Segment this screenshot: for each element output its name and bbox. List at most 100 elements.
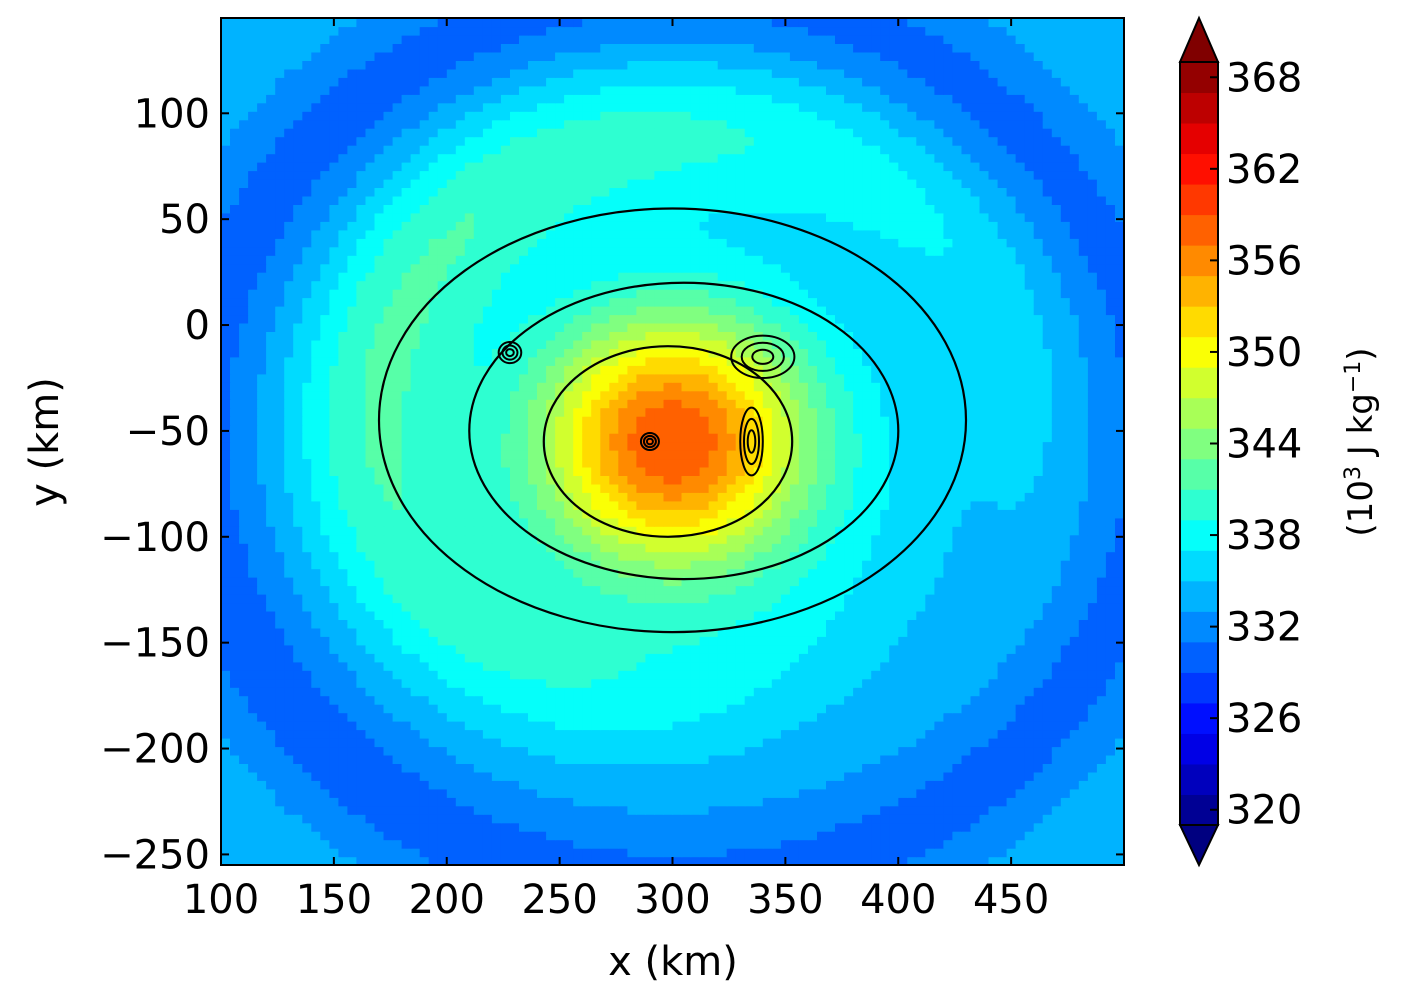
field-cell <box>546 746 556 756</box>
field-cell <box>1006 661 1017 671</box>
field-cell <box>591 729 601 739</box>
field-cell <box>356 814 366 824</box>
field-cell <box>1069 797 1080 807</box>
field-cell <box>735 687 746 697</box>
field-cell <box>699 780 710 790</box>
field-cell <box>997 721 1008 731</box>
field-cell <box>546 509 556 519</box>
field-cell <box>961 475 972 485</box>
field-cell <box>853 526 863 536</box>
field-cell <box>1042 797 1053 807</box>
field-cell <box>500 466 511 476</box>
field-cell <box>266 450 276 460</box>
field-cell <box>320 568 330 578</box>
field-cell <box>437 738 448 748</box>
field-cell <box>383 856 394 865</box>
field-cell <box>1115 822 1124 832</box>
field-cell <box>609 780 619 790</box>
field-cell <box>591 450 601 460</box>
field-cell <box>491 483 502 493</box>
field-cell <box>699 763 710 773</box>
field-cell <box>248 848 258 858</box>
field-cell <box>329 729 339 739</box>
field-cell <box>1015 466 1026 476</box>
field-cell <box>663 450 674 460</box>
field-cell <box>925 450 935 460</box>
field-cell <box>871 526 881 536</box>
field-cell <box>817 695 827 705</box>
field-cell <box>275 814 285 824</box>
field-cell <box>510 738 520 748</box>
field-cell <box>717 636 728 646</box>
field-cell <box>753 466 764 476</box>
field-cell <box>266 627 276 637</box>
field-cell <box>383 551 394 561</box>
field-cell <box>401 644 412 654</box>
field-cell <box>826 543 836 553</box>
field-cell <box>1087 560 1098 570</box>
field-cell <box>1042 466 1053 476</box>
field-cell <box>383 721 394 731</box>
field-cell <box>464 450 475 460</box>
field-cell <box>455 517 466 527</box>
field-cell <box>925 441 935 451</box>
field-cell <box>446 712 457 722</box>
field-cell <box>347 619 357 629</box>
field-cell <box>654 856 664 865</box>
field-cell <box>708 822 719 832</box>
field-cell <box>762 661 773 671</box>
field-cell <box>482 509 493 519</box>
field-cell <box>916 780 926 790</box>
field-cell <box>1051 721 1062 731</box>
field-cell <box>555 594 565 604</box>
field-cell <box>636 636 646 646</box>
field-cell <box>500 839 511 849</box>
field-cell <box>844 839 854 849</box>
field-cell <box>500 585 511 595</box>
field-cell <box>1015 610 1026 620</box>
field-cell <box>753 517 764 527</box>
field-cell <box>329 492 339 502</box>
field-cell <box>979 500 990 510</box>
field-cell <box>537 670 547 680</box>
field-cell <box>600 492 610 502</box>
field-cell <box>221 797 231 807</box>
field-cell <box>871 704 881 714</box>
field-cell <box>970 458 981 468</box>
field-cell <box>410 670 421 680</box>
field-cell <box>753 839 764 849</box>
field-cell <box>564 687 574 697</box>
field-cell <box>780 831 791 841</box>
field-cell <box>555 653 565 663</box>
field-cell <box>826 509 836 519</box>
field-cell <box>428 754 439 764</box>
field-cell <box>808 644 818 654</box>
field-cell <box>1115 526 1124 536</box>
field-cell <box>636 746 646 756</box>
field-cell <box>239 636 249 646</box>
field-cell <box>871 644 881 654</box>
field-cell <box>1051 814 1062 824</box>
field-cell <box>374 492 385 502</box>
field-cell <box>555 763 565 773</box>
field-cell <box>1033 526 1044 536</box>
field-cell <box>997 466 1008 476</box>
field-cell <box>528 822 538 832</box>
field-cell <box>1115 585 1124 595</box>
field-cell <box>880 534 890 544</box>
field-cell <box>600 610 610 620</box>
field-cell <box>446 636 457 646</box>
field-cell <box>1024 729 1035 739</box>
field-cell <box>392 721 403 731</box>
field-cell <box>284 822 294 832</box>
field-cell <box>365 721 376 731</box>
field-cell <box>473 543 484 553</box>
field-cell <box>979 450 990 460</box>
field-cell <box>374 763 385 773</box>
field-cell <box>979 560 990 570</box>
field-cell <box>338 602 348 612</box>
field-cell <box>383 509 394 519</box>
field-cell <box>925 483 935 493</box>
field-cell <box>627 627 637 637</box>
field-cell <box>1087 509 1098 519</box>
